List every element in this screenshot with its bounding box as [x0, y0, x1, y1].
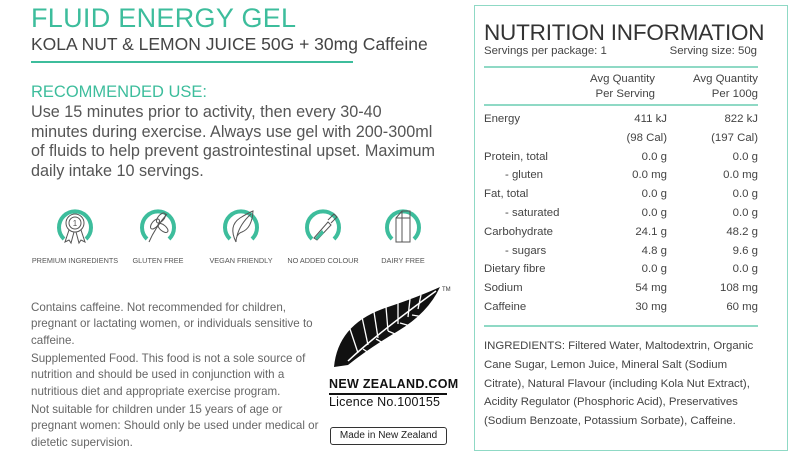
svg-text:1: 1 [73, 219, 78, 228]
column-header-line: Avg Quantity [589, 73, 655, 85]
nutrient-label: Protein, total [484, 150, 548, 163]
per-100g-value: 60 mg [726, 301, 758, 313]
milk-carton-icon [382, 206, 424, 248]
per-100g-value: 0.0 g [732, 150, 758, 163]
nutrition-row: Caffeine 30 mg 60 mg [484, 301, 758, 320]
per-serving-value: 0.0 g [641, 188, 667, 201]
serving-size: Serving size: 50g [669, 45, 757, 57]
per-100g-value: 108 mg [720, 282, 758, 295]
table-divider [484, 325, 758, 327]
per-serving-value: 0.0 g [641, 150, 667, 163]
badge-label: NO ADDED COLOUR [287, 256, 359, 265]
nutrient-label: Caffeine [484, 301, 527, 313]
nz-divider [329, 393, 447, 395]
made-in-badge: Made in New Zealand [330, 427, 447, 445]
nutrition-row: - gluten 0.0 mg 0.0 mg [484, 169, 758, 188]
nutrition-panel [474, 5, 788, 451]
per-100g-value: 48.2 g [726, 225, 758, 238]
nutrition-row: Protein, total 0.0 g 0.0 g [484, 151, 758, 170]
nutrient-label: Sodium [484, 282, 523, 295]
product-subtitle: KOLA NUT & LEMON JUICE 50G + 30mg Caffei… [31, 34, 428, 54]
column-header-per-serving: Avg Quantity Per Serving [590, 72, 655, 101]
leaf-icon [220, 206, 262, 248]
per-100g-value: (197 Cal) [711, 131, 758, 144]
nutrient-label: Carbohydrate [484, 225, 554, 238]
badge-label: GLUTEN FREE [132, 256, 184, 265]
silver-fern-logo: TM [318, 283, 453, 403]
recommended-use-text: Use 15 minutes prior to activity, then e… [31, 103, 435, 180]
nutrient-label: - saturated [505, 207, 560, 219]
nutrition-row: Dietary fibre 0.0 g 0.0 g [484, 263, 758, 282]
column-header-per-100g: Avg Quantity Per 100g [693, 72, 758, 101]
servings-per-package: Servings per package: 1 [484, 45, 607, 57]
nutrition-heading: NUTRITION INFORMATION [484, 20, 765, 45]
per-serving-value: 0.0 mg [632, 169, 667, 182]
nutrition-row: Carbohydrate 24.1 g 48.2 g [484, 226, 758, 245]
product-title: FLUID ENERGY GEL [31, 3, 297, 33]
nutrient-label: Fat, total [484, 188, 529, 201]
per-100g-value: 0.0 g [732, 188, 758, 201]
award-ribbon-icon: 1 [54, 206, 96, 248]
nz-brand-text: NEW ZEALAND.COM [329, 377, 459, 391]
column-header-line: Per Serving [595, 87, 655, 100]
nutrient-label: Dietary fibre [484, 263, 546, 276]
per-100g-value: 0.0 g [732, 207, 758, 219]
per-serving-value: 411 kJ [634, 113, 667, 125]
per-serving-value: 4.8 g [641, 244, 667, 257]
per-serving-value: 30 mg [635, 301, 667, 313]
badge-label: DAIRY FREE [381, 256, 425, 265]
per-100g-value: 822 kJ [724, 113, 758, 125]
title-divider [31, 61, 353, 63]
nutrition-row: - saturated 0.0 g 0.0 g [484, 207, 758, 226]
wheat-icon [137, 206, 179, 248]
column-header-line: Per 100g [711, 87, 758, 100]
recommended-use-heading: RECOMMENDED USE: [31, 83, 208, 101]
badge-label: PREMIUM INGREDIENTS [31, 256, 119, 265]
per-100g-value: 9.6 g [732, 244, 758, 257]
dropper-icon [302, 206, 344, 248]
table-divider [484, 104, 758, 106]
nutrient-label: - sugars [505, 244, 547, 257]
nutrition-row: Energy 411 kJ 822 kJ [484, 113, 758, 132]
supplemented-food-notice: Supplemented Food. This food is not a so… [31, 352, 306, 398]
nutrient-label: Energy [484, 113, 521, 125]
caffeine-warning: Contains caffeine. Not recommended for c… [31, 301, 313, 347]
nutrition-row: Sodium 54 mg 108 mg [484, 282, 758, 301]
per-serving-value: 54 mg [635, 282, 667, 295]
per-serving-value: 24.1 g [635, 225, 667, 238]
per-100g-value: 0.0 mg [723, 169, 758, 182]
per-serving-value: 0.0 g [641, 207, 667, 219]
per-serving-value: (98 Cal) [626, 131, 667, 144]
column-header-line: Avg Quantity [692, 73, 758, 85]
nutrient-label: - gluten [505, 169, 543, 182]
badge-label: VEGAN FRIENDLY [209, 256, 273, 265]
per-100g-value: 0.0 g [732, 263, 758, 276]
nutrition-row: (98 Cal) (197 Cal) [484, 132, 758, 151]
ingredients-list: INGREDIENTS: Filtered Water, Maltodextri… [484, 340, 754, 428]
licence-number: Licence No.100155 [329, 395, 441, 409]
nutrition-row: - sugars 4.8 g 9.6 g [484, 245, 758, 264]
nutrition-row: Fat, total 0.0 g 0.0 g [484, 188, 758, 207]
table-divider [484, 66, 758, 68]
trademark-mark: TM [442, 287, 451, 293]
children-warning: Not suitable for children under 15 years… [31, 403, 319, 449]
per-serving-value: 0.0 g [641, 263, 667, 276]
